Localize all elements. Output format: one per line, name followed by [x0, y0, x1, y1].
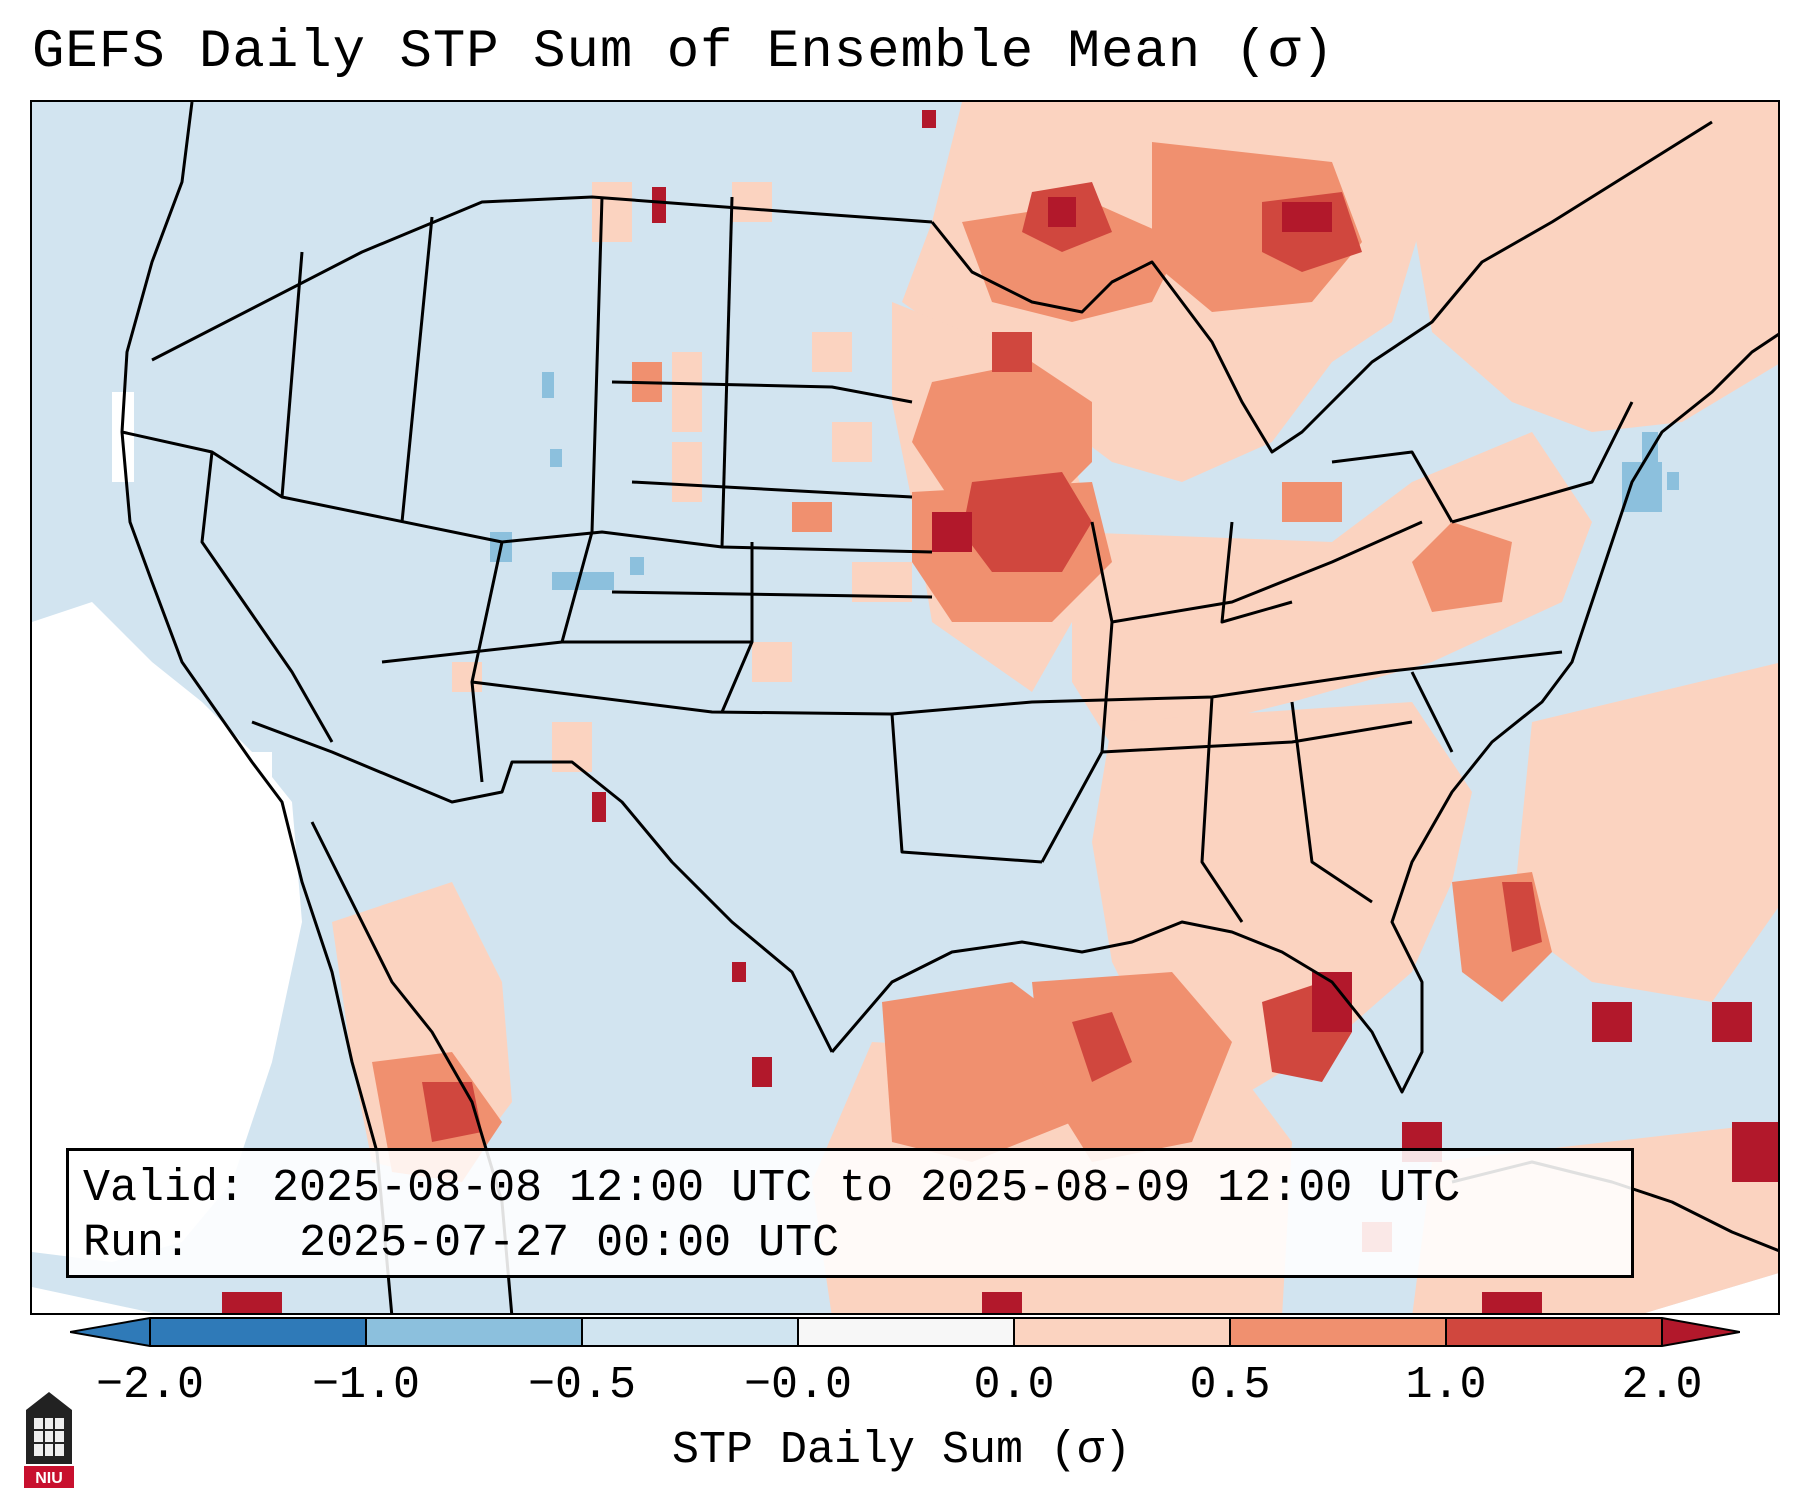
- tick-label: 2.0: [1621, 1360, 1703, 1411]
- coastlines-and-borders: [120, 102, 1778, 1313]
- colorbar-segment-2: [366, 1318, 582, 1346]
- tick-label: −1.0: [311, 1360, 421, 1411]
- tick-label: −0.5: [527, 1360, 637, 1411]
- valid-label: Valid:: [83, 1163, 246, 1214]
- logo-text: NIU: [35, 1470, 63, 1487]
- colorbar-segment-4: [798, 1318, 1014, 1346]
- colorbar-segment-6: [1230, 1318, 1446, 1346]
- run-row: Run: 2025-07-27 00:00 UTC: [83, 1216, 1617, 1271]
- stp-map: [32, 102, 1778, 1313]
- run-value: 2025-07-27 00:00 UTC: [299, 1218, 840, 1269]
- colorbar-label: STP Daily Sum (σ): [671, 1425, 1132, 1476]
- map-title: GEFS Daily STP Sum of Ensemble Mean (σ): [32, 22, 1335, 83]
- pacific-white-patches: [32, 392, 302, 1262]
- run-label: Run:: [83, 1218, 192, 1269]
- map-panel[interactable]: [30, 100, 1780, 1315]
- colorbar-ticks: −2.0 −1.0 −0.5 −0.0 0.0 0.5 1.0 2.0: [0, 1360, 1803, 1420]
- tick-label: 1.0: [1405, 1360, 1487, 1411]
- valid-value: 2025-08-08 12:00 UTC to 2025-08-09 12:00…: [272, 1163, 1461, 1214]
- valid-time-box: Valid: 2025-08-08 12:00 UTC to 2025-08-0…: [66, 1148, 1634, 1278]
- tick-label: −2.0: [95, 1360, 205, 1411]
- tick-label: −0.0: [743, 1360, 853, 1411]
- colorbar-tick-marks: [149, 1318, 1663, 1346]
- niu-logo-icon: NIU: [24, 1392, 74, 1488]
- colorbar-segment-7: [1446, 1318, 1662, 1346]
- colorbar-segment-3: [582, 1318, 798, 1346]
- valid-row: Valid: 2025-08-08 12:00 UTC to 2025-08-0…: [83, 1161, 1617, 1216]
- tick-label: 0.0: [973, 1360, 1055, 1411]
- colorbar-high-extend: [1662, 1318, 1740, 1346]
- colorbar-low-extend: [70, 1318, 150, 1346]
- negative-anomaly-pixels: [490, 372, 1679, 590]
- colorbar-segment-1: [150, 1318, 366, 1346]
- colorbar: [70, 1317, 1740, 1347]
- tick-label: 0.5: [1189, 1360, 1271, 1411]
- colorbar-segment-5: [1014, 1318, 1230, 1346]
